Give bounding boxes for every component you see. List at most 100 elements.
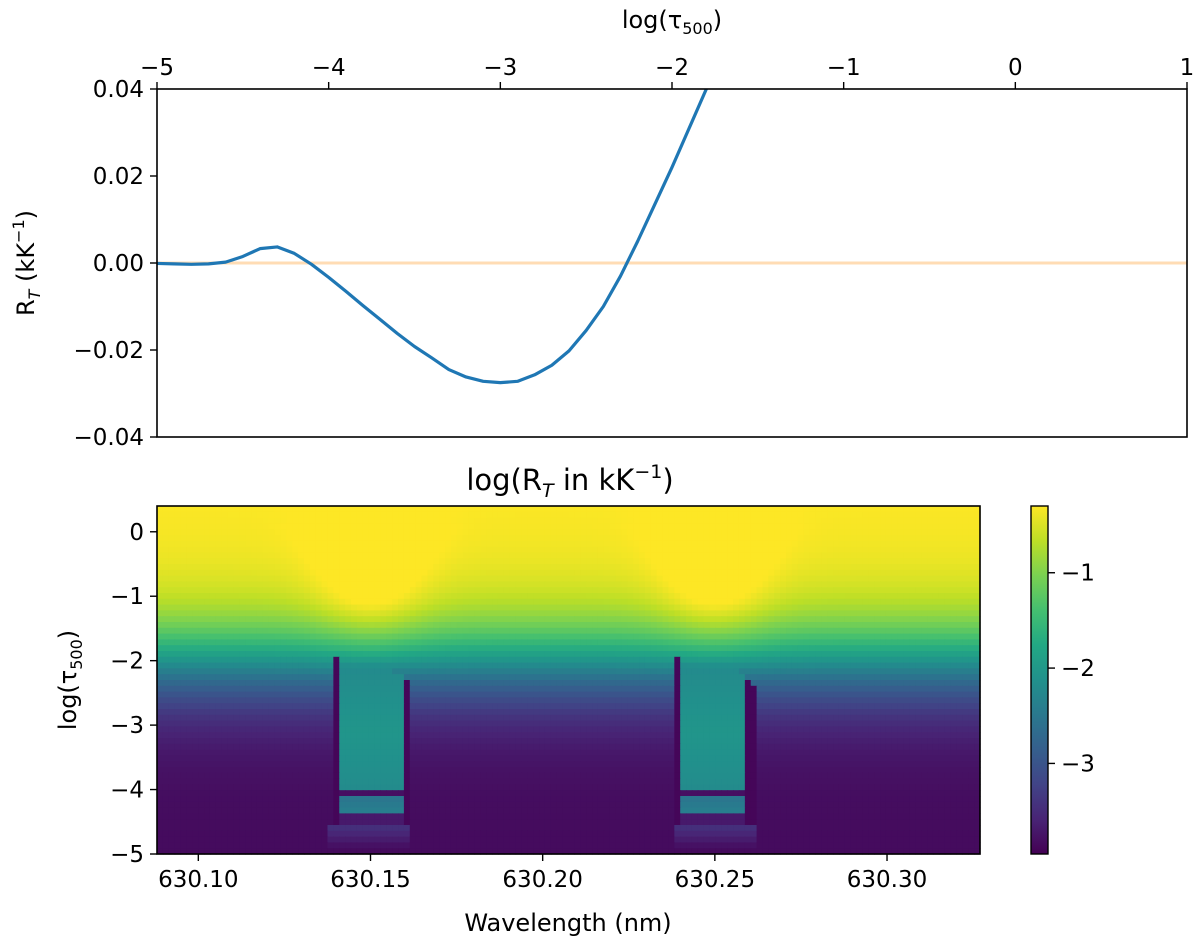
heatmap-cell [674, 703, 681, 710]
heatmap-cell [462, 627, 470, 635]
heatmap-cell [539, 633, 546, 640]
heatmap-cell [721, 651, 728, 658]
heatmap-cell [703, 569, 711, 577]
heatmap-cell [744, 558, 752, 565]
heatmap-cell [539, 511, 546, 519]
heatmap-cell [356, 552, 364, 559]
heatmap-cell [838, 668, 846, 675]
heatmap-cell [539, 558, 546, 565]
heatmap-cell [856, 517, 864, 524]
heatmap-cell [180, 604, 187, 611]
heatmap-cell [333, 529, 340, 536]
heatmap-cell [644, 685, 652, 693]
heatmap-cell [321, 535, 329, 542]
heatmap-cell [791, 680, 799, 687]
heatmap-cell [445, 517, 452, 524]
heatmap-cell [791, 627, 799, 635]
heatmap-cell [709, 651, 717, 658]
heatmap-cell [680, 552, 687, 559]
heatmap-cell [944, 511, 952, 519]
heatmap-cell [592, 703, 599, 710]
heatmap-cell [497, 633, 505, 640]
heatmap-cell [697, 523, 705, 530]
heatmap-cell [827, 685, 834, 693]
heatmap-cell [368, 703, 376, 710]
heatmap-cell [903, 627, 911, 635]
heatmap-cell [797, 639, 805, 646]
heatmap-cell [562, 517, 570, 524]
heatmap-cell [586, 703, 593, 710]
heatmap-cell [339, 598, 346, 606]
heatmap-cell [944, 546, 952, 553]
heatmap-cell [480, 685, 487, 693]
heatmap-cell [486, 685, 493, 693]
heatmap-cell [262, 703, 270, 710]
heatmap-cell [862, 587, 869, 594]
heatmap-cell [415, 529, 423, 536]
heatmap-cell [527, 558, 534, 565]
heatmap-cell [298, 564, 305, 571]
heatmap-cell [580, 668, 587, 675]
heatmap-cell [880, 506, 887, 513]
heatmap-cell [286, 697, 293, 704]
heatmap-cell [756, 529, 764, 536]
heatmap-cell [204, 552, 211, 559]
heatmap-cell [462, 581, 470, 588]
heatmap-cell [198, 546, 205, 553]
heatmap-cell [527, 517, 534, 524]
heatmap-cell [909, 616, 916, 623]
heatmap-cell [315, 680, 323, 687]
heatmap-cell [392, 593, 399, 600]
heatmap-cell [356, 668, 364, 675]
heatmap-cell [462, 569, 470, 577]
heatmap-cell [198, 610, 205, 617]
heatmap-cell [262, 627, 270, 635]
heatmap-cell [703, 662, 711, 669]
heatmap-cell [727, 598, 734, 606]
heatmap-cell [386, 517, 393, 524]
heatmap-cell [944, 662, 952, 669]
heatmap-cell [609, 511, 617, 519]
heatmap-cell [303, 558, 311, 565]
heatmap-cell [615, 523, 623, 530]
heatmap-cell [927, 593, 934, 600]
heatmap-cell [621, 651, 628, 658]
heatmap-cell [768, 622, 775, 629]
heatmap-cell [550, 668, 558, 675]
heatmap-cell [715, 668, 722, 675]
heatmap-cell [850, 680, 858, 687]
heatmap-cell [880, 564, 887, 571]
heatmap-cell [221, 633, 229, 640]
heatmap-cell [362, 575, 370, 582]
heatmap-cell [621, 575, 628, 582]
heatmap-cell [850, 674, 858, 681]
heatmap-cell [556, 593, 564, 600]
heatmap-cell [956, 697, 963, 704]
heatmap-cell [468, 558, 476, 565]
heatmap-cell [186, 651, 193, 658]
heatmap-cell [821, 610, 828, 617]
heatmap-cell [251, 662, 258, 669]
heatmap-cell [162, 506, 170, 513]
heatmap-cell [838, 633, 846, 640]
heatmap-cell [392, 564, 399, 571]
heatmap-cell [921, 552, 928, 559]
heatmap-cell [368, 575, 376, 582]
heatmap-cell [550, 662, 558, 669]
heatmap-cell [862, 517, 869, 524]
heatmap-cell [756, 645, 764, 652]
heatmap-cell [256, 511, 264, 519]
heatmap-cell [362, 668, 370, 675]
heatmap-cell [204, 633, 211, 640]
heatmap-cell [480, 535, 487, 542]
heatmap-cell [968, 575, 975, 582]
heatmap-cell [956, 680, 963, 687]
heatmap-cell [627, 674, 634, 681]
heatmap-cell [356, 564, 364, 571]
heatmap-cell [844, 535, 852, 542]
heatmap-cell [456, 587, 464, 594]
heatmap-cell [556, 627, 564, 635]
heatmap-cell [944, 535, 952, 542]
heatmap-cell [838, 656, 846, 664]
heatmap-cell [968, 569, 975, 577]
